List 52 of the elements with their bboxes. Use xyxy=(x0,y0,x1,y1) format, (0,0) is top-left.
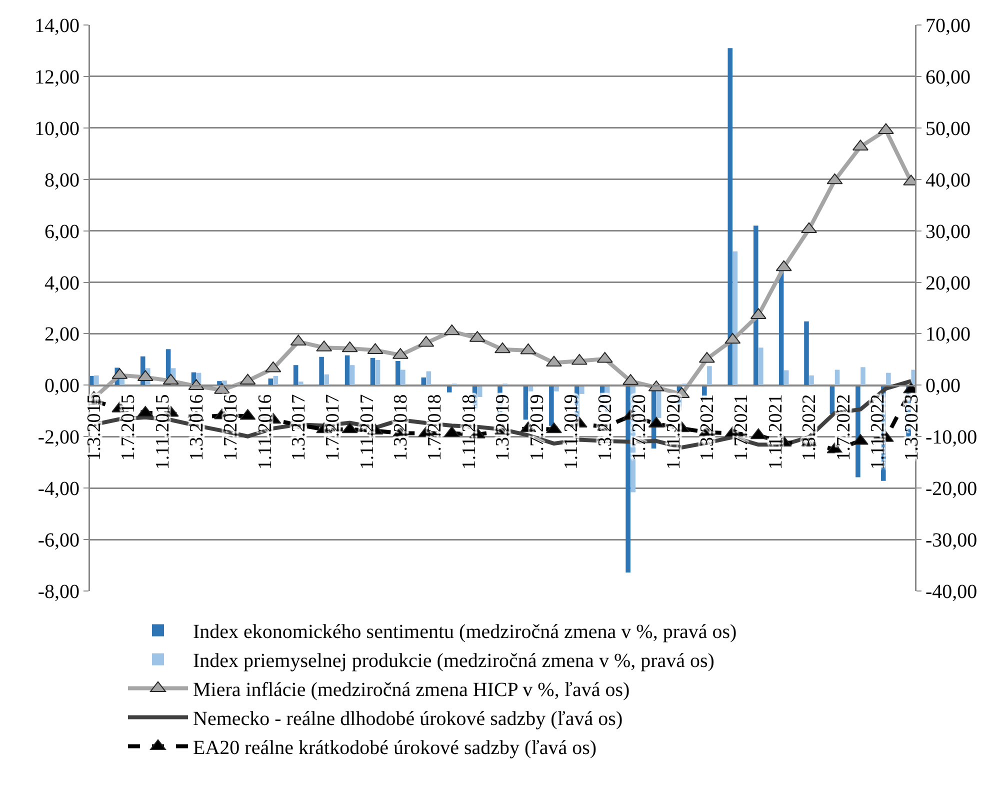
y-tick-label: 8,00 xyxy=(44,169,80,192)
y2-tick-label: -40,00 xyxy=(926,581,978,603)
x-tick-label: 1.3.2019 xyxy=(492,394,514,461)
y-tick-label: 10,00 xyxy=(34,118,80,140)
y-tick-label: 4,00 xyxy=(44,272,80,294)
x-tick-label: 1.11.2019 xyxy=(561,394,582,470)
y-tick-label: 12,00 xyxy=(34,66,80,88)
y2-tick-label: 30,00 xyxy=(926,220,970,243)
x-tick-label: 1.7.2016 xyxy=(220,394,242,461)
y2-tick-label: 70,00 xyxy=(926,15,970,37)
x-tick-label: 1.3.2021 xyxy=(697,394,718,461)
y-tick-label: -2,00 xyxy=(38,426,80,449)
x-tick-label: 1.3.2015 xyxy=(84,394,106,461)
y-tick-label: -6,00 xyxy=(38,530,80,552)
y2-tick-label: 0,00 xyxy=(926,375,960,398)
x-tick-label: 1.11.2018 xyxy=(459,394,480,470)
y2-tick-label: 50,00 xyxy=(926,118,970,140)
x-tick-label: 1.11.2017 xyxy=(357,394,378,470)
x-tick-label: 1.3.2020 xyxy=(595,394,616,461)
legend-label: Miera inflácie (medziročná zmena HICP v %, ľavá os) xyxy=(193,679,630,702)
x-tick-label: 1.11.2015 xyxy=(152,394,174,470)
x-tick-label: 1.11.2016 xyxy=(254,394,276,470)
y2-tick-label: 40,00 xyxy=(926,169,970,192)
y2-tick-label: -20,00 xyxy=(926,478,978,500)
x-tick-label: 1.3.2018 xyxy=(390,394,412,461)
y-tick-label: -4,00 xyxy=(38,478,80,500)
x-tick-label: 1.3.2022 xyxy=(799,394,820,461)
x-tick-label: 1.7.2018 xyxy=(424,394,446,461)
x-tick-label: 1.7.2022 xyxy=(833,394,854,461)
legend-label: Index priemyselnej produkcie (medziročná zmena v %, pravá os) xyxy=(193,650,714,672)
y-tick-label: 0,00 xyxy=(44,375,80,398)
x-tick-label: 1.11.2020 xyxy=(664,394,685,470)
legend-label: Index ekonomického sentimentu (medziročná zmena v %, pravá os) xyxy=(193,621,737,644)
y2-tick-label: -30,00 xyxy=(926,530,978,552)
x-tick-label: 1.7.2021 xyxy=(731,394,752,461)
y2-tick-label: -10,00 xyxy=(926,426,978,449)
x-tick-label: 1.7.2019 xyxy=(526,394,548,461)
y-tick-label: -8,00 xyxy=(38,581,80,603)
y2-tick-label: 60,00 xyxy=(926,66,970,88)
y-tick-label: 2,00 xyxy=(44,324,80,346)
legend-label: Nemecko - reálne dlhodobé úrokové sadzby (ľavá os) xyxy=(193,708,623,730)
x-tick-label: 1.3.2023 xyxy=(901,394,922,461)
y-tick-label: 14,00 xyxy=(34,15,80,37)
x-tick-label: 1.11.2022 xyxy=(868,394,889,470)
legend-label: EA20 reálne krátkodobé úrokové sadzby (ľavá os) xyxy=(193,737,597,760)
x-tick-label: 1.7.2015 xyxy=(118,394,140,461)
x-tick-label: 1.7.2020 xyxy=(629,394,650,461)
y-tick-label: 6,00 xyxy=(44,220,80,243)
x-tick-label: 1.7.2017 xyxy=(322,394,344,461)
y2-tick-label: 20,00 xyxy=(926,272,970,294)
x-tick-label: 1.11.2021 xyxy=(766,394,787,470)
y2-tick-label: 10,00 xyxy=(926,324,970,346)
